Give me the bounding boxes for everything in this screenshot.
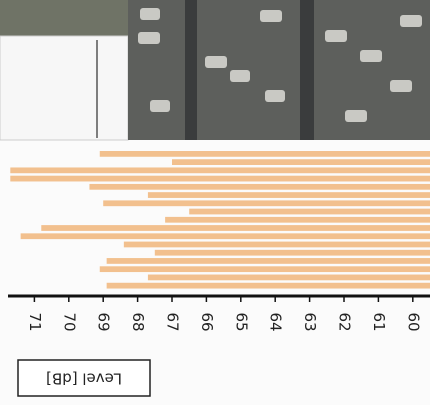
bar — [123, 241, 430, 248]
x-axis-label: Level [dB] — [46, 370, 122, 388]
bar — [154, 249, 430, 256]
x-tick-label: 60 — [404, 312, 422, 331]
bar — [106, 282, 430, 289]
bar — [10, 167, 430, 174]
x-tick-label: 67 — [164, 312, 182, 331]
x-tick-label: 64 — [267, 312, 285, 331]
x-tick-label: 62 — [336, 312, 354, 331]
bar — [89, 183, 430, 190]
bar — [99, 151, 430, 157]
x-tick-label: 68 — [129, 312, 147, 331]
bar — [103, 200, 430, 207]
aerial-photo — [128, 0, 430, 140]
x-tick-label: 61 — [370, 312, 388, 331]
bar — [41, 225, 430, 231]
x-tick-label: 63 — [301, 312, 319, 331]
bar — [147, 192, 430, 198]
photo-strip — [0, 0, 140, 36]
x-tick-label: 65 — [232, 312, 250, 331]
bar — [189, 208, 430, 215]
axis-label-box — [17, 359, 151, 397]
x-tick-label: 69 — [95, 312, 113, 331]
bar — [147, 274, 430, 281]
bar — [20, 233, 430, 240]
x-tick-label: 70 — [60, 312, 78, 331]
x-tick-label: 66 — [198, 312, 216, 331]
bar — [99, 266, 430, 273]
x-tick-label: 71 — [26, 312, 44, 331]
bar — [106, 258, 430, 264]
inset-panel — [0, 35, 129, 141]
bar — [165, 216, 430, 223]
bar — [172, 159, 430, 165]
bar — [10, 175, 430, 182]
